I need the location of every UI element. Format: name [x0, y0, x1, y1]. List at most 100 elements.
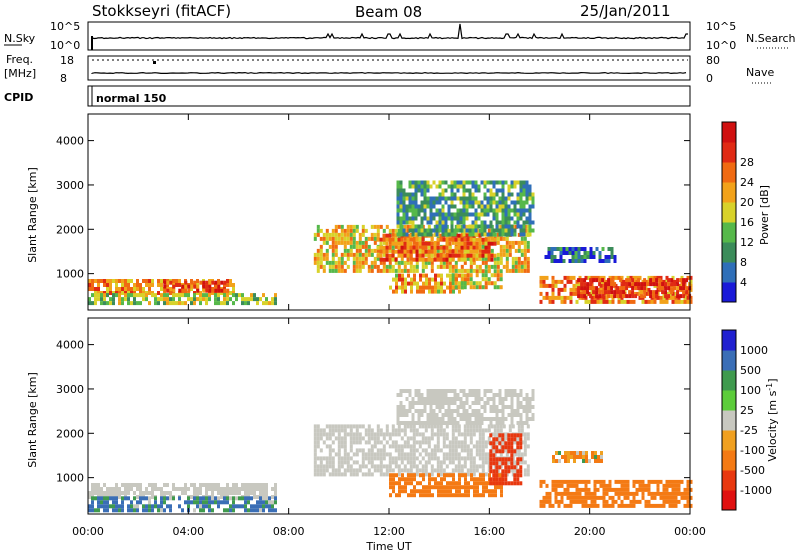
heatmap-cell: [444, 393, 448, 397]
heatmap-cell: [575, 283, 579, 288]
heatmap-cell: [554, 491, 558, 496]
heatmap-cell: [477, 188, 481, 193]
heatmap-cell: [569, 503, 573, 508]
heatmap-cell: [441, 232, 445, 237]
heatmap-cell: [460, 432, 464, 437]
heatmap-cell: [413, 485, 416, 490]
heatmap-cell: [492, 200, 496, 205]
heatmap-cell: [217, 288, 221, 293]
heatmap-cell: [444, 200, 448, 205]
heatmap-cell: [545, 491, 549, 496]
heatmap-cell: [451, 432, 455, 437]
heatmap-cell: [456, 208, 460, 213]
heatmap-cell: [432, 397, 436, 401]
heatmap-cell: [519, 389, 523, 393]
heatmap-cell: [484, 245, 488, 250]
heatmap-cell: [650, 299, 654, 304]
heatmap-cell: [187, 293, 190, 298]
heatmap-cell: [352, 440, 356, 445]
heatmap-cell: [322, 268, 326, 273]
heatmap-cell: [457, 257, 461, 262]
heatmap-cell: [444, 421, 448, 425]
heatmap-cell: [638, 295, 642, 300]
heatmap-cell: [474, 409, 478, 413]
heatmap-cell: [421, 237, 425, 242]
heatmap-cell: [408, 228, 412, 233]
heatmap-cell: [352, 432, 356, 437]
heatmap-cell: [430, 428, 434, 433]
heatmap-cell: [451, 277, 455, 282]
heatmap-cell: [428, 489, 431, 494]
heatmap-cell: [580, 255, 584, 259]
heatmap-cell: [403, 444, 407, 449]
heatmap-cell: [133, 496, 136, 501]
heatmap-cell: [482, 477, 485, 482]
heatmap-cell: [346, 460, 350, 465]
heatmap-cell: [226, 283, 229, 287]
heatmap-cell: [415, 260, 419, 265]
heatmap-cell: [462, 413, 466, 417]
heatmap-cell: [163, 293, 166, 298]
heatmap-cell: [407, 481, 410, 486]
heatmap-cell: [88, 287, 91, 291]
heatmap-cell: [674, 491, 678, 496]
heatmap-cell: [205, 297, 208, 302]
heatmap-cell: [623, 495, 627, 500]
heatmap-cell: [572, 483, 576, 488]
heatmap-cell: [592, 290, 596, 295]
heatmap-cell: [268, 301, 271, 306]
heatmap-cell: [516, 477, 520, 482]
heatmap-cell: [489, 204, 493, 209]
heatmap-cell: [498, 204, 502, 209]
heatmap-cell: [571, 247, 575, 251]
heatmap-cell: [402, 220, 406, 225]
heatmap-cell: [414, 389, 418, 393]
heatmap-cell: [358, 440, 362, 445]
heatmap-cell: [355, 228, 359, 233]
heatmap-cell: [629, 491, 633, 496]
heatmap-cell: [455, 493, 458, 498]
heatmap-cell: [401, 473, 404, 478]
heatmap-cell: [444, 389, 448, 393]
heatmap-cell: [554, 495, 558, 500]
heatmap-cell: [563, 275, 567, 280]
heatmap-cell: [489, 405, 493, 409]
heatmap-cell: [454, 245, 458, 250]
heatmap-cell: [519, 417, 523, 421]
heatmap-cell: [397, 249, 401, 254]
heatmap-cell: [486, 401, 490, 405]
heatmap-cell: [539, 479, 543, 484]
heatmap-cell: [617, 503, 621, 508]
heatmap-cell: [382, 452, 386, 457]
heatmap-cell: [395, 281, 398, 286]
heatmap-cell: [419, 277, 422, 282]
heatmap-cell: [181, 293, 184, 298]
heatmap-cell: [337, 456, 341, 461]
heatmap-cell: [397, 452, 401, 457]
heatmap-cell: [367, 264, 371, 269]
heatmap-cell: [193, 487, 196, 491]
heatmap-cell: [325, 256, 329, 261]
heatmap-cell: [516, 192, 520, 197]
heatmap-cell: [367, 424, 371, 429]
heatmap-cell: [139, 500, 142, 505]
heatmap-cell: [468, 232, 472, 237]
heatmap-cell: [481, 432, 485, 437]
heatmap-cell: [510, 449, 514, 454]
heatmap-cell: [504, 445, 508, 450]
heatmap-cell: [367, 268, 371, 273]
heatmap-cell: [466, 233, 470, 238]
heatmap-cell: [473, 485, 476, 490]
heatmap-cell: [519, 200, 523, 205]
heatmap-cell: [424, 464, 428, 469]
heatmap-cell: [610, 290, 614, 295]
heatmap-cell: [573, 459, 576, 463]
heatmap-cell: [429, 409, 433, 413]
heatmap-cell: [523, 460, 527, 465]
heatmap-cell: [459, 405, 463, 409]
heatmap-cell: [507, 469, 511, 474]
heatmap-cell: [505, 252, 509, 257]
nave-tick-top: 80: [706, 54, 720, 67]
heatmap-cell: [560, 299, 564, 304]
heatmap-cell: [175, 283, 178, 287]
